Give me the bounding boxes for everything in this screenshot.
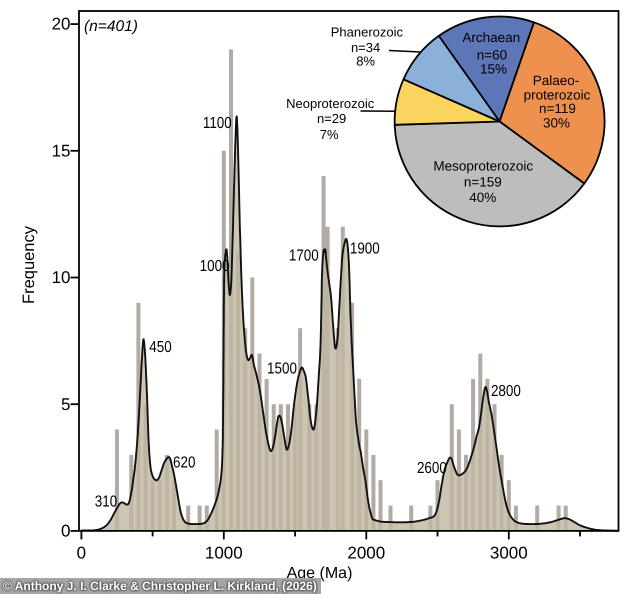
svg-text:(n=401): (n=401) — [84, 18, 138, 35]
svg-text:620: 620 — [173, 454, 196, 471]
svg-text:Archaean: Archaean — [462, 30, 520, 45]
svg-text:n=159: n=159 — [464, 175, 502, 190]
svg-text:7%: 7% — [320, 127, 339, 142]
svg-text:15: 15 — [52, 141, 71, 160]
svg-text:0: 0 — [77, 544, 86, 563]
svg-text:1100: 1100 — [203, 115, 232, 132]
svg-text:8%: 8% — [356, 53, 375, 68]
svg-text:2800: 2800 — [491, 383, 521, 400]
svg-text:Palaeo-: Palaeo- — [533, 73, 580, 88]
svg-text:3000: 3000 — [490, 544, 528, 563]
svg-text:1700: 1700 — [289, 248, 319, 265]
svg-text:20: 20 — [52, 15, 71, 34]
svg-text:Age (Ma): Age (Ma) — [287, 565, 353, 582]
svg-text:2000: 2000 — [347, 544, 385, 563]
svg-text:15%: 15% — [480, 61, 507, 76]
svg-text:1000: 1000 — [205, 544, 243, 563]
svg-text:Neoproterozoic: Neoproterozoic — [286, 96, 375, 111]
svg-text:30%: 30% — [543, 115, 570, 130]
svg-text:Phanerozoic: Phanerozoic — [331, 25, 404, 40]
svg-text:1900: 1900 — [350, 241, 380, 258]
svg-text:450: 450 — [149, 339, 172, 356]
svg-text:2600: 2600 — [417, 460, 447, 477]
svg-text:n=34: n=34 — [351, 40, 380, 55]
svg-text:0: 0 — [61, 522, 70, 541]
svg-text:5: 5 — [61, 395, 70, 414]
svg-text:Mesoproterozoic: Mesoproterozoic — [433, 158, 533, 173]
svg-text:1500: 1500 — [267, 361, 297, 378]
svg-text:310: 310 — [95, 494, 118, 511]
svg-text:40%: 40% — [469, 190, 496, 205]
svg-text:Frequency: Frequency — [20, 225, 38, 304]
svg-text:10: 10 — [52, 268, 71, 287]
svg-text:n=119: n=119 — [539, 101, 576, 116]
svg-text:n=29: n=29 — [317, 111, 346, 126]
svg-text:proterozoic: proterozoic — [524, 88, 591, 103]
svg-text:1000: 1000 — [200, 258, 230, 275]
svg-text:n=60: n=60 — [477, 47, 507, 62]
